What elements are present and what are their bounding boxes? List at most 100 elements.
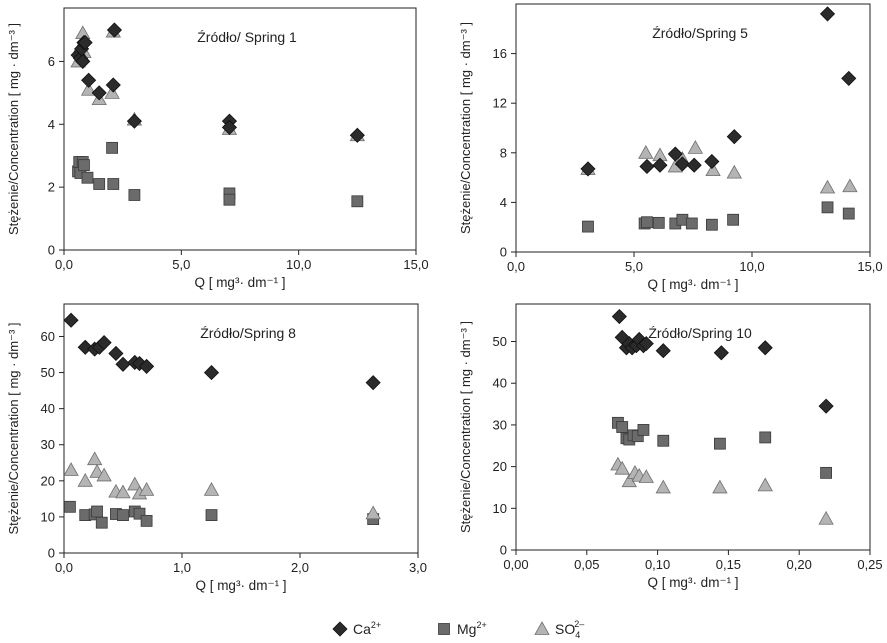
series-so42 (580, 140, 858, 194)
chart-panel-3: 0,0 1,0 2,0 3,0 0 10 20 30 40 50 60 Źródło/Spring 8… (6, 303, 427, 593)
data-point (582, 220, 594, 233)
data-point (64, 500, 76, 513)
chart-panel-1: 0,0 5,0 10,0 15,0 0 2 4 6 Źródło/ Spring 1 Q [ mg… (6, 7, 429, 290)
chart-title: Źródło/Spring 5 (652, 25, 748, 41)
data-point (127, 476, 143, 491)
chart-panel-4: 0,00 0,05 0,10 0,15 0,20 0,25 0 10 20 30 40 50 Źródł… (458, 303, 883, 590)
data-point (221, 119, 238, 135)
data-point (652, 157, 668, 173)
x-tick-label: 0,15 (716, 557, 741, 572)
data-point (652, 216, 665, 229)
x-tick-label: 0,05 (574, 557, 599, 572)
data-point (757, 340, 773, 356)
legend-marker (332, 621, 348, 637)
data-point (705, 218, 718, 231)
x-tick-label: 0,20 (787, 557, 812, 572)
data-point (714, 437, 726, 450)
data-point (223, 193, 236, 206)
data-point (819, 179, 836, 194)
chart-title: Źródło/ Spring 1 (197, 29, 297, 45)
x-tick-label: 0,10 (645, 557, 670, 572)
data-point (818, 398, 834, 414)
y-tick-label: 40 (493, 376, 507, 391)
legend-item-3: SO42– (534, 619, 584, 640)
y-axis-label: Stężenie/Concentration [ mg · dm⁻³ ] (458, 22, 473, 234)
y-tick-label: 50 (493, 334, 507, 349)
x-tick-label: 5,0 (172, 257, 190, 272)
y-tick-label: 40 (41, 401, 55, 416)
y-tick-label: 4 (48, 117, 55, 132)
x-tick-label: 0,0 (507, 259, 525, 274)
data-point (657, 434, 670, 447)
data-point (78, 159, 90, 172)
data-point (638, 144, 654, 159)
data-point (365, 505, 381, 520)
data-point (91, 85, 107, 101)
x-tick-label: 0,0 (55, 257, 73, 272)
data-point (104, 85, 120, 99)
legend-label: Mg2+ (457, 620, 487, 637)
data-point (727, 213, 740, 226)
x-tick-label: 0,25 (857, 557, 882, 572)
data-point (704, 153, 720, 170)
data-point (108, 345, 124, 362)
data-point (133, 507, 146, 520)
series-ca2 (611, 308, 834, 414)
data-point (687, 140, 704, 154)
data-point (106, 22, 123, 38)
data-point (140, 514, 153, 527)
y-tick-label: 0 (500, 543, 507, 558)
data-point (203, 364, 220, 381)
y-tick-label: 50 (41, 365, 55, 380)
x-tick-label: 15,0 (857, 259, 882, 274)
data-point (138, 482, 155, 496)
data-point (655, 479, 671, 494)
x-tick-label: 0,00 (503, 557, 528, 572)
y-tick-label: 60 (41, 329, 55, 344)
data-point (96, 467, 112, 482)
data-point (637, 424, 650, 436)
data-point (63, 312, 79, 328)
data-point (841, 70, 857, 86)
data-point (77, 473, 93, 487)
data-point (126, 113, 142, 129)
data-point (757, 477, 773, 492)
data-point (611, 308, 627, 325)
series-ca2 (70, 22, 365, 143)
y-tick-label: 10 (41, 509, 55, 524)
x-tick-label: 5,0 (625, 259, 643, 274)
series-ca2 (63, 312, 381, 391)
data-point (614, 460, 630, 475)
data-point (117, 509, 129, 522)
data-point (655, 343, 671, 359)
y-tick-label: 30 (41, 437, 55, 452)
chart-title: Źródło/Spring 10 (648, 325, 752, 341)
series-mg2 (612, 416, 833, 479)
data-point (674, 156, 690, 172)
y-tick-label: 0 (48, 243, 55, 258)
x-tick-label: 10,0 (286, 257, 311, 272)
data-point (128, 189, 141, 201)
data-point (93, 178, 106, 190)
legend-marker (438, 623, 450, 635)
data-point (821, 201, 834, 214)
series-so42 (610, 456, 834, 525)
data-point (667, 146, 683, 162)
x-tick-label: 1,0 (173, 560, 191, 575)
y-tick-label: 10 (493, 501, 507, 516)
data-point (641, 216, 653, 229)
data-point (95, 516, 108, 529)
data-point (686, 157, 702, 173)
x-tick-label: 2,0 (291, 560, 309, 575)
y-tick-label: 0 (48, 546, 55, 561)
y-axis-label: Stężenie/Concentration [ mg · dm⁻³ ] (458, 321, 473, 533)
plot-frame (63, 7, 417, 251)
legend: Ca2+ Mg2+ SO42– (332, 619, 584, 640)
data-point (638, 469, 654, 483)
data-point (77, 339, 93, 355)
data-point (139, 358, 155, 374)
data-point (81, 171, 94, 184)
y-tick-label: 8 (500, 145, 507, 160)
data-point (81, 72, 97, 88)
x-axis-label: Q [ mg³· dm⁻¹ ] (194, 275, 285, 290)
